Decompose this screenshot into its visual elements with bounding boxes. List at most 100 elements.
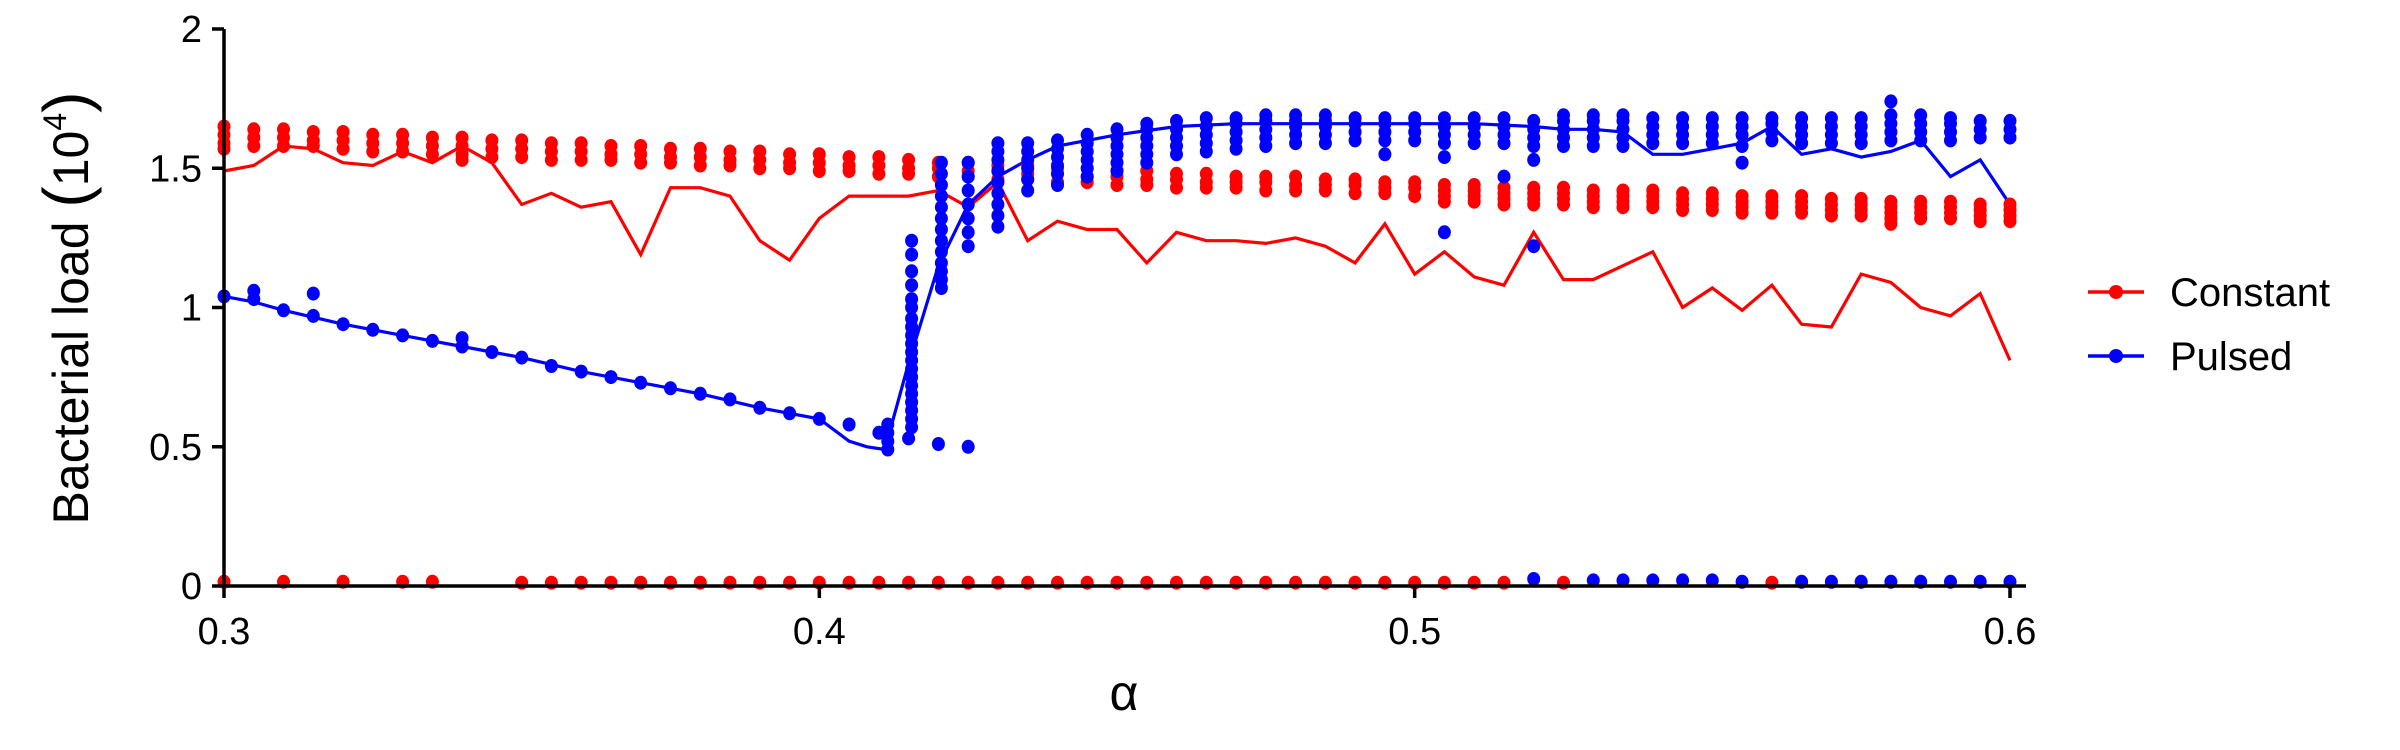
pulsed-data-point <box>693 386 707 401</box>
pulsed-data-point <box>1497 169 1511 184</box>
legend-item-constant: Constant <box>2088 271 2330 315</box>
constant-data-point <box>544 152 558 167</box>
pulsed-data-point <box>277 303 290 318</box>
constant-data-point <box>1259 183 1273 198</box>
legend-key-dot <box>2109 285 2123 299</box>
constant-data-point <box>1795 205 1809 220</box>
pulsed-data-point <box>905 233 919 248</box>
constant-data-point <box>1229 180 1243 195</box>
pulsed-data-point <box>783 406 797 421</box>
constant-data-point <box>574 152 588 167</box>
constant-data-point <box>515 150 529 165</box>
pulsed-data-point <box>1616 573 1630 588</box>
axes <box>222 29 2026 588</box>
y-tick-label: 1 <box>181 288 202 330</box>
pulsed-data-point <box>842 417 856 432</box>
pulsed-data-point <box>1170 113 1183 128</box>
pulsed-data-point <box>934 200 948 215</box>
constant-data-point <box>693 158 707 173</box>
constant-data-point <box>812 164 826 178</box>
pulsed-data-point <box>934 166 948 181</box>
constant-data-point <box>396 144 410 159</box>
constant-data-point <box>1437 194 1451 209</box>
pulsed-data-point <box>1824 111 1838 126</box>
constant-data-point <box>1289 183 1303 198</box>
constant-data-point <box>1884 216 1898 231</box>
pulsed-data-point <box>455 331 469 346</box>
constant-data-point <box>1170 180 1183 195</box>
constant-data-point <box>277 139 290 153</box>
constant-data-point <box>1914 211 1928 226</box>
pulsed-data-point <box>991 175 1005 190</box>
pulsed-data-point <box>1884 94 1898 109</box>
constant-data-point <box>1705 203 1719 217</box>
constant-data-point <box>366 144 380 159</box>
pulsed-data-point <box>1735 139 1749 153</box>
constant-series-line <box>223 144 2012 362</box>
pulsed-data-point <box>1735 155 1749 170</box>
x-tick-label: 0.5 <box>1388 611 1441 653</box>
pulsed-data-point <box>931 437 945 451</box>
x-tick-label: 0.4 <box>793 611 846 653</box>
pulsed-data-point <box>1884 108 1898 123</box>
constant-data-point <box>1467 194 1481 209</box>
pulsed-data-point <box>574 364 588 379</box>
pulsed-data-point <box>1735 111 1749 126</box>
pulsed-data-point <box>1318 108 1332 123</box>
pulsed-data-point <box>634 375 648 390</box>
constant-data-point <box>1408 189 1422 204</box>
constant-data-point <box>1944 211 1957 226</box>
constant-data-point <box>1676 203 1690 217</box>
pulsed-data-point <box>1527 239 1541 254</box>
pulsed-data-point <box>247 283 261 298</box>
pulsed-data-point <box>991 136 1005 151</box>
constant-data-point <box>1110 178 1124 192</box>
pulsed-data-point <box>664 381 677 396</box>
pulsed-data-point <box>934 155 948 170</box>
constant-data-point <box>1586 200 1600 215</box>
series-points <box>217 94 2017 590</box>
constant-data-point <box>1765 205 1779 220</box>
pulsed-data-point <box>1437 111 1451 126</box>
pulsed-data-point <box>961 169 975 184</box>
y-tick-label: 2 <box>181 9 202 51</box>
pulsed-data-point <box>991 219 1005 234</box>
pulsed-data-point <box>306 308 320 323</box>
constant-data-point <box>1318 183 1332 198</box>
constant-data-point <box>1973 214 1987 229</box>
pulsed-data-point <box>1437 225 1451 240</box>
constant-data-point <box>1140 178 1154 192</box>
pulsed-data-point <box>991 186 1005 201</box>
pulsed-data-point <box>1586 573 1600 588</box>
constant-data-point <box>902 166 916 181</box>
pulsed-data-point <box>934 244 948 259</box>
pulsed-data-point <box>1199 111 1213 126</box>
constant-data-point <box>1527 197 1541 212</box>
pulsed-data-point <box>485 345 499 360</box>
pulsed-data-point <box>544 359 558 373</box>
pulsed-data-point <box>1705 573 1719 588</box>
constant-data-point <box>336 141 350 156</box>
pulsed-data-point <box>515 350 529 365</box>
pulsed-data-point <box>881 442 895 457</box>
pulsed-data-point <box>1437 150 1451 165</box>
pulsed-data-point <box>1051 178 1064 192</box>
pulsed-data-point <box>396 328 410 343</box>
x-tick-label: 0.6 <box>1984 611 2037 653</box>
legend-item-pulsed: Pulsed <box>2088 335 2292 379</box>
pulsed-data-point <box>1646 111 1660 126</box>
pulsed-data-point <box>961 239 975 254</box>
pulsed-data-point <box>1140 116 1154 131</box>
pulsed-data-point <box>604 370 618 385</box>
pulsed-data-point <box>1408 111 1422 126</box>
x-tick-label: 0.3 <box>198 611 251 653</box>
constant-data-point <box>783 161 797 176</box>
constant-data-point <box>455 152 469 167</box>
pulsed-data-point <box>961 197 975 212</box>
pulsed-data-point <box>723 392 737 407</box>
pulsed-data-point <box>1527 572 1541 586</box>
pulsed-data-point <box>1378 147 1392 162</box>
pulsed-data-point <box>872 425 886 440</box>
pulsed-data-point <box>1348 111 1362 126</box>
